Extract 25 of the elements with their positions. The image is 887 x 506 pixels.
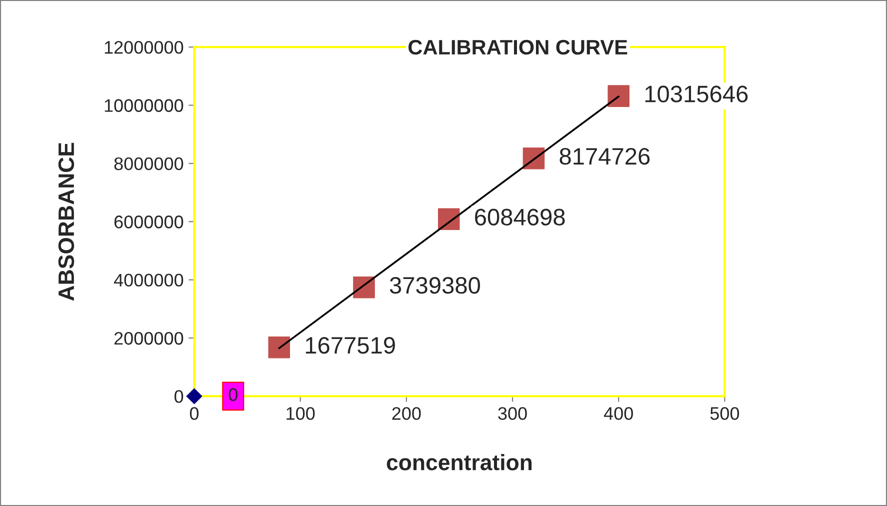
data-label: 10315646: [645, 86, 748, 102]
y-tick-label: 12000000: [104, 40, 184, 54]
y-tick-label: 0: [174, 390, 184, 403]
data-label: 3739380: [390, 277, 480, 294]
chart-title: CALIBRATION CURVE: [408, 40, 628, 55]
y-tick-label: 6000000: [114, 216, 184, 228]
y-tick-label: 10000000: [104, 99, 184, 112]
data-label: 0: [228, 388, 238, 402]
point: [268, 336, 290, 358]
data-label: 8174726: [560, 148, 650, 165]
y-axis-title: ABSORBANCE: [58, 142, 74, 301]
y-tick-label: 4000000: [114, 274, 184, 287]
data-label: 6084698: [475, 208, 565, 226]
point: [186, 388, 202, 404]
x-axis-title: concentration: [386, 454, 532, 470]
x-tick-label: 400: [604, 407, 633, 420]
y-tick-label: 8000000: [114, 157, 184, 170]
x-tick-label: 0: [190, 407, 199, 420]
x-tick-label: 200: [392, 407, 421, 420]
x-tick-label: 500: [710, 407, 740, 420]
x-tick-label: 100: [286, 407, 315, 420]
point: [608, 85, 630, 107]
y-tick-label: 2000000: [114, 332, 184, 345]
data-label: 1677519: [306, 337, 395, 354]
x-tick-label: 300: [498, 407, 527, 420]
